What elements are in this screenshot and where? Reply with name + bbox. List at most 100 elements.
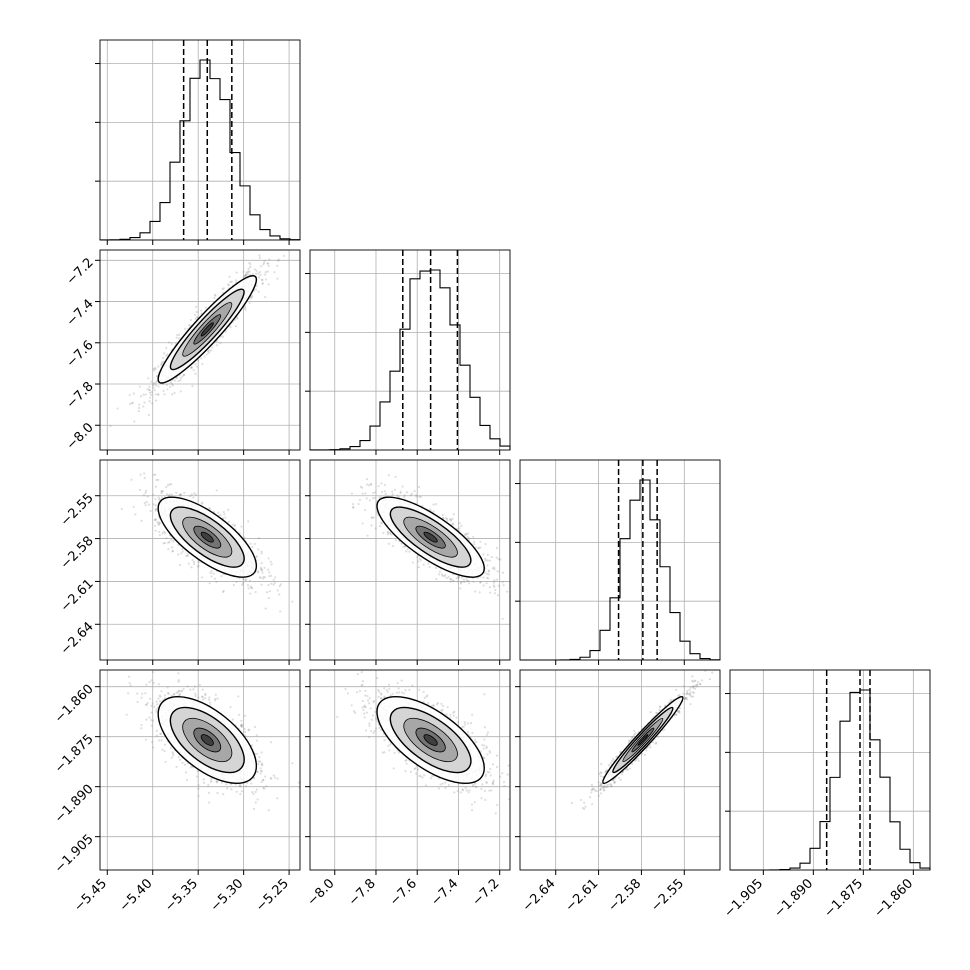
sample-point (160, 489, 163, 493)
sample-point (259, 265, 263, 268)
sample-point (153, 388, 156, 392)
sample-point (178, 337, 181, 340)
sample-point (201, 695, 204, 698)
sample-point (157, 739, 161, 742)
sample-point (165, 346, 168, 350)
sample-point (495, 547, 499, 550)
sample-point (179, 379, 182, 382)
sample-point (149, 509, 152, 513)
sample-point (477, 547, 480, 550)
sample-point (192, 562, 196, 566)
sample-point (201, 698, 205, 701)
sample-point (359, 485, 362, 488)
sample-point (141, 692, 144, 695)
sample-point (364, 509, 367, 512)
sample-point (210, 779, 213, 782)
sample-point (197, 359, 200, 362)
sample-point (214, 697, 217, 700)
sample-point (169, 381, 172, 384)
sample-point (495, 556, 498, 559)
panels-layer: −1.905 −1.890 −1.875 −1.860−8.0−7.8−7.6−7.4… (52, 39, 931, 921)
sample-point (242, 577, 245, 581)
x-tick-label: −1.905 (722, 876, 767, 921)
sample-point (190, 366, 194, 369)
sample-point (377, 485, 380, 488)
sample-point (378, 496, 381, 499)
sample-point (403, 545, 406, 548)
sample-point (413, 490, 416, 493)
sample-point (190, 493, 193, 496)
sample-point (467, 532, 470, 535)
sample-point (138, 385, 141, 388)
sample-point (151, 384, 155, 387)
sample-point (257, 536, 260, 540)
sample-point (227, 283, 230, 286)
sample-point (262, 263, 265, 266)
sample-point (134, 513, 137, 516)
sample-point (214, 294, 217, 297)
sample-point (408, 550, 411, 553)
sample-point (244, 734, 247, 737)
sample-point (248, 261, 251, 265)
sample-point (403, 495, 406, 498)
sample-point (486, 553, 489, 556)
sample-point (251, 545, 254, 548)
sample-point (150, 724, 153, 727)
sample-point (487, 569, 490, 572)
sample-point (177, 672, 180, 675)
sample-point (261, 569, 264, 572)
sample-point (167, 494, 171, 497)
sample-point (180, 689, 183, 692)
sample-point (182, 373, 186, 376)
scatter-panel-3-2 (305, 459, 511, 665)
sample-point (233, 318, 237, 322)
sample-point (170, 538, 173, 541)
sample-point (187, 562, 190, 565)
sample-point (267, 583, 270, 587)
sample-point (197, 696, 200, 699)
sample-point (233, 523, 237, 526)
sample-point (254, 801, 257, 804)
sample-point (384, 492, 387, 495)
sample-point (486, 559, 489, 562)
sample-point (459, 582, 462, 585)
sample-point (402, 545, 405, 548)
sample-point (215, 580, 218, 584)
sample-point (244, 274, 247, 277)
sample-point (164, 760, 167, 764)
sample-point (491, 567, 494, 570)
sample-point (155, 518, 158, 521)
sample-point (192, 688, 195, 691)
sample-point (458, 527, 461, 530)
histogram-panel-1 (95, 39, 301, 245)
sample-point (132, 505, 135, 508)
sample-point (181, 550, 184, 553)
sample-point (361, 492, 364, 495)
sample-point (206, 350, 210, 353)
sample-point (154, 504, 157, 507)
sample-point (487, 577, 490, 580)
panel-frame (99, 459, 301, 661)
sample-point (497, 558, 500, 561)
sample-point (138, 488, 141, 492)
sample-point (221, 335, 225, 338)
sample-point (204, 306, 207, 309)
sample-point (260, 751, 263, 754)
sample-point (405, 491, 409, 494)
sample-point (190, 366, 193, 369)
sample-point (267, 283, 270, 286)
sample-point (171, 550, 174, 553)
sample-point (166, 484, 170, 487)
sample-point (265, 785, 268, 788)
sample-point (231, 523, 234, 526)
sample-point (455, 577, 459, 580)
sample-point (391, 493, 394, 496)
sample-point (150, 393, 153, 397)
sample-point (162, 542, 165, 545)
sample-point (159, 522, 162, 525)
sample-point (192, 369, 195, 372)
sample-point (163, 393, 166, 396)
sample-point (144, 738, 148, 741)
sample-point (180, 690, 183, 693)
sample-point (150, 402, 154, 405)
